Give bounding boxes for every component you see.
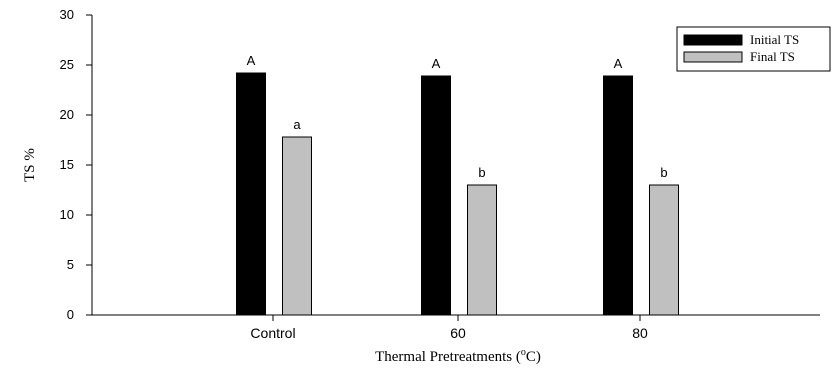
bar-labels: A A Aa b b bbox=[247, 53, 668, 180]
bar-final-1 bbox=[467, 184, 497, 316]
legend-swatch-initial bbox=[683, 34, 743, 46]
legend-label-initial: Initial TS bbox=[750, 32, 799, 47]
x-axis: Control 60 80 bbox=[92, 314, 820, 341]
x-axis-title: Thermal Pretreatments (oC) bbox=[375, 347, 541, 365]
bar-final-2 bbox=[649, 184, 679, 316]
legend: Initial TS Final TS bbox=[676, 26, 831, 72]
bars bbox=[236, 72, 679, 316]
y-axis-title: TS % bbox=[22, 148, 38, 182]
x-axis-title-sup: o bbox=[521, 347, 526, 358]
x-tick-label: 60 bbox=[450, 325, 466, 341]
bar-initial-1 bbox=[421, 75, 451, 316]
legend-box bbox=[676, 26, 831, 72]
y-tick-label: 20 bbox=[60, 107, 74, 122]
y-tick-label: 30 bbox=[60, 7, 74, 22]
bar-initial-0 bbox=[236, 72, 266, 316]
x-tick-label: 80 bbox=[632, 325, 648, 341]
bar-final-0 bbox=[282, 136, 312, 316]
y-tick-label: 25 bbox=[60, 57, 74, 72]
legend-swatch-final bbox=[683, 51, 743, 63]
bar-label: b bbox=[478, 165, 485, 180]
bar-label: A bbox=[432, 56, 441, 71]
x-tick-label: Control bbox=[250, 325, 295, 341]
y-axis: 0 5 10 15 20 25 30 bbox=[60, 7, 93, 322]
bar-label: A bbox=[614, 56, 623, 71]
x-axis-title-main: Thermal Pretreatments ( bbox=[375, 349, 521, 365]
bar-initial-2 bbox=[603, 75, 633, 316]
y-tick-label: 15 bbox=[60, 157, 74, 172]
y-tick-label: 0 bbox=[67, 307, 74, 322]
legend-label-final: Final TS bbox=[750, 49, 795, 64]
y-tick-label: 5 bbox=[67, 257, 74, 272]
bar-label: b bbox=[660, 165, 667, 180]
y-tick-label: 10 bbox=[60, 207, 74, 222]
x-axis-title-end: C) bbox=[526, 349, 541, 365]
bar-label: A bbox=[247, 53, 256, 68]
bar-label: a bbox=[293, 117, 301, 132]
